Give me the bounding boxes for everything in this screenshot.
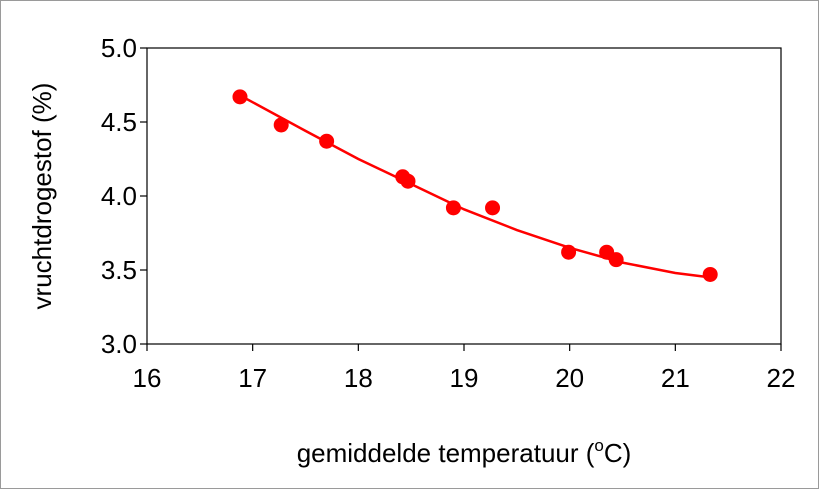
x-tick-label: 20 (555, 363, 584, 393)
x-tick-label: 17 (238, 363, 267, 393)
data-point (273, 117, 289, 133)
x-tick-label: 18 (344, 363, 373, 393)
y-tick-label: 4.0 (101, 181, 137, 211)
x-axis-title-superscript: o (594, 436, 603, 455)
x-tick-label: 22 (767, 363, 796, 393)
data-point (232, 89, 248, 105)
y-tick-label: 5.0 (101, 33, 137, 63)
y-tick-label: 3.0 (101, 329, 137, 359)
x-tick-label: 21 (661, 363, 690, 393)
data-point (702, 266, 718, 282)
y-tick-label: 4.5 (101, 107, 137, 137)
data-point (400, 173, 416, 189)
x-tick-label: 19 (450, 363, 479, 393)
y-tick-label: 3.5 (101, 255, 137, 285)
data-point (445, 200, 461, 216)
data-point (561, 244, 577, 260)
data-point (485, 200, 501, 216)
data-points (232, 89, 718, 282)
data-point (319, 133, 335, 149)
x-axis-title-unit: C) (604, 438, 631, 468)
y-axis-title: vruchtdrogestof (%) (27, 83, 57, 310)
x-axis: 16 17 18 19 20 21 22 (133, 344, 796, 393)
x-axis-title: gemiddelde temperatuur (oC) (297, 436, 632, 468)
y-axis: 3.0 3.5 4.0 4.5 5.0 (101, 33, 147, 359)
x-axis-title-main: gemiddelde temperatuur ( (297, 438, 595, 468)
plot-area (146, 47, 782, 345)
x-tick-label: 16 (133, 363, 162, 393)
data-point (608, 252, 624, 268)
